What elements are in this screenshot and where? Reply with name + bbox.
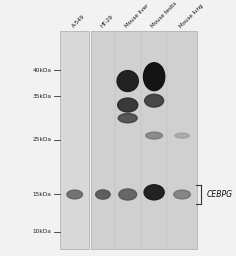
Ellipse shape <box>117 71 138 91</box>
Ellipse shape <box>175 133 189 138</box>
Ellipse shape <box>118 113 137 123</box>
Text: CEBPG: CEBPG <box>207 190 233 199</box>
Ellipse shape <box>144 185 164 200</box>
Text: HT-29: HT-29 <box>99 14 114 28</box>
Ellipse shape <box>118 98 138 112</box>
Ellipse shape <box>174 190 190 199</box>
FancyBboxPatch shape <box>91 31 197 249</box>
Text: A-549: A-549 <box>71 14 86 28</box>
Text: Mouse liver: Mouse liver <box>124 3 150 28</box>
Text: 40kDa: 40kDa <box>33 68 51 73</box>
Ellipse shape <box>143 63 165 91</box>
Text: 35kDa: 35kDa <box>33 94 51 99</box>
Text: Mouse testis: Mouse testis <box>151 1 178 28</box>
Ellipse shape <box>145 94 164 107</box>
Ellipse shape <box>96 190 110 199</box>
Text: 25kDa: 25kDa <box>33 137 51 142</box>
Ellipse shape <box>67 190 83 199</box>
FancyBboxPatch shape <box>60 31 89 249</box>
Text: Mouse lung: Mouse lung <box>179 3 204 28</box>
Text: 10kDa: 10kDa <box>33 229 51 234</box>
Text: 15kDa: 15kDa <box>33 192 51 197</box>
Ellipse shape <box>146 132 163 139</box>
Ellipse shape <box>119 189 137 200</box>
